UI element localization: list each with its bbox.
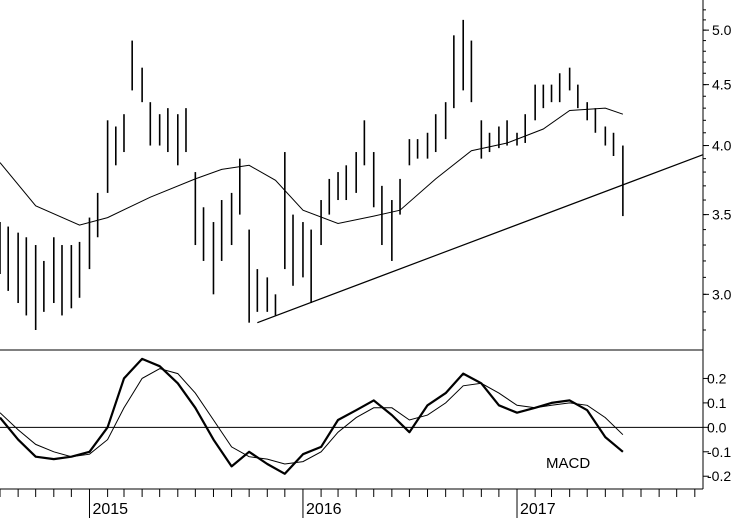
macd-panel: MACD <box>0 357 703 475</box>
support-trendline <box>257 154 704 324</box>
macd-tick-label: 0.1 <box>707 395 727 411</box>
price-tick-label: 4.5 <box>712 77 732 93</box>
price-axis: 3.0 3.5 4.0 4.5 5.0 <box>703 9 732 331</box>
year-label: 2016 <box>306 501 342 518</box>
macd-tick-label: -0.1 <box>707 444 731 460</box>
macd-label: MACD <box>546 455 590 472</box>
macd-tick-label: 0.2 <box>707 370 727 386</box>
price-panel <box>0 19 704 331</box>
year-label: 2017 <box>520 501 556 518</box>
macd-signal-line <box>0 368 624 465</box>
price-tick-label: 3.5 <box>712 207 732 223</box>
price-tick-label: 4.0 <box>712 138 732 154</box>
moving-average-line <box>0 107 624 226</box>
macd-tick-label: -0.2 <box>707 468 731 484</box>
time-axis: 2015 2016 2017 <box>0 489 696 518</box>
macd-axis: -0.2 -0.1 0.0 0.1 0.2 <box>703 370 731 484</box>
ohlc-bars <box>0 19 624 331</box>
year-label: 2015 <box>92 501 128 518</box>
macd-line <box>0 357 624 475</box>
macd-tick-label: 0.0 <box>707 419 727 435</box>
price-tick-label: 3.0 <box>712 286 732 302</box>
price-tick-label: 5.0 <box>712 22 732 38</box>
